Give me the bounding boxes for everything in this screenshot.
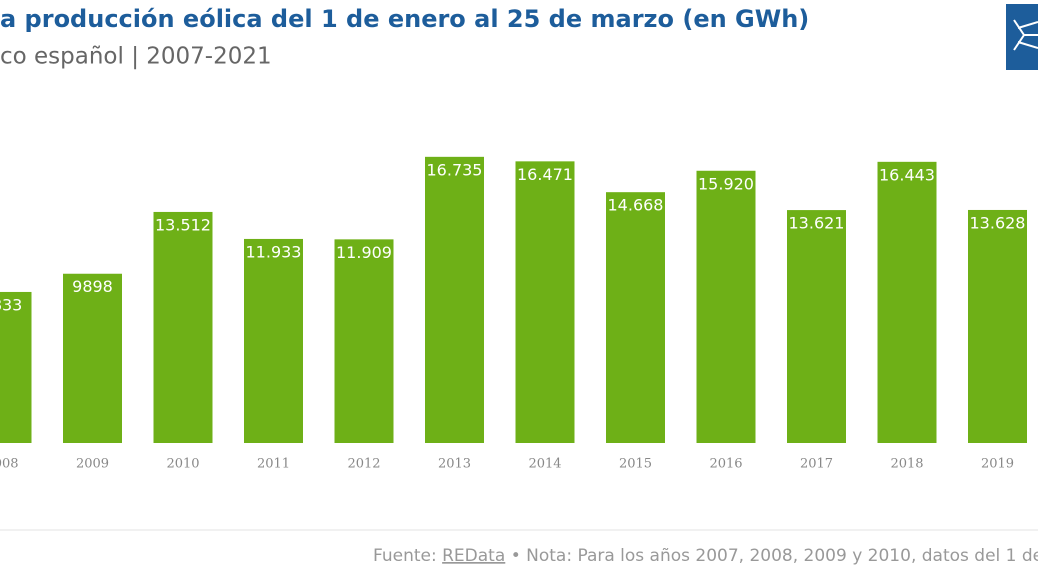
x-tick-label: 2011: [257, 457, 290, 472]
chart-subtitle: co español | 2007-2021: [0, 44, 272, 70]
x-tick-label: 2010: [166, 457, 199, 472]
value-label: 16.443: [879, 165, 935, 184]
x-tick-label: 2013: [438, 457, 471, 472]
bar: [153, 211, 213, 443]
value-label: 9898: [72, 277, 113, 296]
value-label: 14.668: [608, 196, 664, 215]
x-tick-label: 2018: [890, 457, 923, 472]
chart-title: a producción eólica del 1 de enero al 25…: [0, 5, 809, 33]
x-tick-label: 2014: [528, 457, 561, 472]
value-label: 16.735: [427, 160, 483, 179]
value-label: 13.628: [970, 213, 1026, 232]
bar: [63, 273, 122, 443]
bar: [968, 209, 1027, 443]
note: • Nota: Para los años 2007, 2008, 2009 y…: [511, 546, 1038, 566]
value-label: 15.920: [698, 174, 754, 193]
value-label: 8833: [0, 295, 22, 314]
bar: [787, 210, 846, 443]
bar: [877, 161, 937, 443]
source-link[interactable]: REData: [442, 546, 505, 566]
value-label: 13.621: [789, 214, 845, 233]
x-tick-label: 2015: [619, 457, 652, 472]
value-label: 11.933: [246, 242, 302, 261]
bar: [696, 170, 756, 443]
x-tick-label: 2017: [800, 457, 833, 472]
bar: [425, 156, 484, 444]
x-tick-label: 2016: [709, 457, 742, 472]
x-tick-label: 2019: [981, 457, 1014, 472]
logo: [1006, 4, 1038, 70]
value-label: 11.909: [336, 243, 392, 262]
footer: Fuente: REData • Nota: Para los años 200…: [373, 546, 1038, 566]
x-tick-label: 2009: [76, 457, 109, 472]
x-tick-label: 2008: [0, 457, 19, 472]
bar: [334, 239, 394, 443]
bar: [606, 192, 665, 443]
x-tick-label: 2012: [347, 457, 380, 472]
bar: [244, 238, 303, 443]
value-label: 16.471: [517, 165, 573, 184]
source-label: Fuente:: [373, 546, 437, 566]
value-label: 13.512: [155, 215, 211, 234]
bar: [0, 291, 32, 443]
bar: [515, 161, 575, 444]
